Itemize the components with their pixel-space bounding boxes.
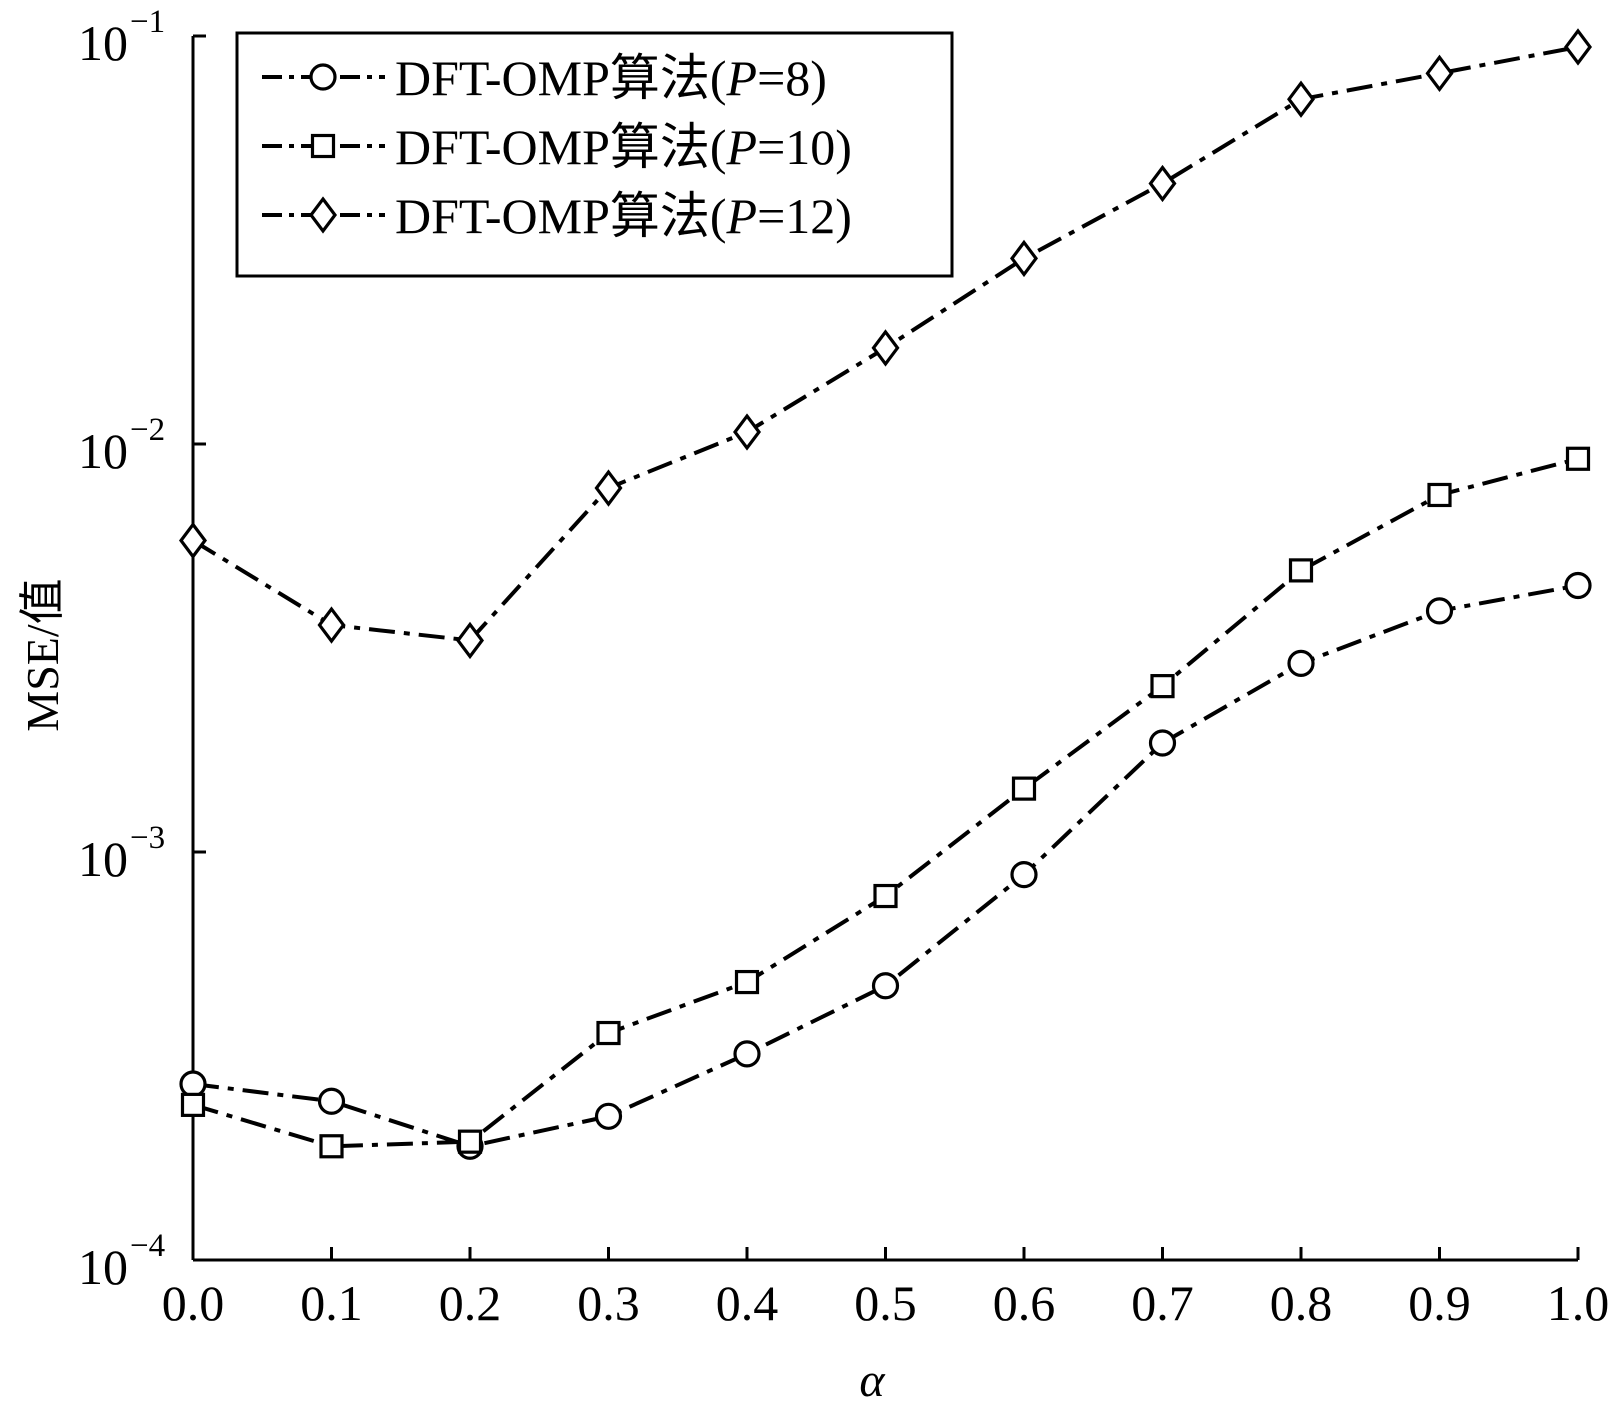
legend-label: DFT-OMP算法(P=8) [395, 50, 827, 106]
y-axis-label: MSE/值 [17, 578, 68, 731]
data-point-square [1427, 482, 1452, 508]
data-point-square [319, 1134, 344, 1159]
series-2 [180, 446, 1591, 1159]
legend: DFT-OMP算法(P=8) DFT-OMP算法(P=10) DFT-OMP算法(P… [235, 31, 954, 278]
data-point-circle [1564, 571, 1592, 600]
data-point-square [457, 1129, 483, 1154]
x-tick-label: 1.0 [1547, 1275, 1610, 1331]
data-point-square [873, 883, 898, 909]
data-point-circle [1148, 729, 1177, 757]
data-point-circle [733, 1040, 761, 1068]
data-point-diamond [317, 606, 346, 644]
y-tick-exponent: −1 [130, 4, 165, 40]
data-point-square [1565, 446, 1591, 471]
data-point-square [596, 1020, 621, 1046]
x-axis-label: α [859, 1354, 885, 1406]
x-tick-label: 0.9 [1408, 1275, 1471, 1331]
data-point-diamond [456, 621, 484, 660]
series-group [179, 28, 1592, 1160]
legend-marker-circle [309, 63, 337, 91]
data-point-diamond [179, 521, 207, 560]
data-point-square [734, 969, 760, 995]
data-point-circle [1287, 649, 1315, 677]
series-line [192, 583, 1579, 1149]
y-tick-label: 10 [78, 831, 128, 887]
data-point-diamond [1425, 54, 1454, 93]
x-tick-label: 0.8 [1270, 1275, 1333, 1331]
y-tick-label: 10 [78, 1239, 128, 1295]
data-point-diamond [1564, 28, 1592, 66]
data-point-circle [871, 972, 900, 1000]
y-tick-exponent: −2 [130, 412, 165, 448]
x-tick-label: 0.7 [1131, 1275, 1194, 1331]
legend-item-3: DFT-OMP算法(P=12) [262, 188, 852, 244]
legend-label: DFT-OMP算法(P=12) [395, 188, 852, 244]
series-3 [179, 28, 1592, 660]
data-point-diamond [594, 469, 623, 507]
data-point-diamond [733, 413, 761, 451]
data-point-square [180, 1092, 206, 1117]
y-tick-label: 10 [78, 15, 128, 71]
data-point-diamond [871, 329, 900, 367]
data-point-square [1150, 674, 1175, 699]
legend-box [235, 31, 954, 278]
data-point-square [1288, 558, 1314, 583]
x-tick-label: 0.2 [439, 1275, 502, 1331]
x-tick-label: 0.1 [300, 1275, 363, 1331]
x-tick-label: 0.3 [577, 1275, 640, 1331]
data-point-diamond [1010, 239, 1038, 278]
data-point-diamond [1148, 164, 1177, 203]
data-point-circle [1010, 861, 1038, 889]
data-point-square [1011, 776, 1037, 801]
data-point-circle [317, 1087, 346, 1115]
y-tick-exponent: −4 [130, 1228, 165, 1264]
data-point-diamond [1287, 80, 1315, 118]
legend-item-1: DFT-OMP算法(P=8) [262, 50, 827, 106]
legend-marker-square [310, 133, 336, 159]
legend-marker-diamond [309, 196, 337, 234]
data-point-circle [1425, 597, 1454, 625]
x-tick-label: 0.4 [716, 1275, 779, 1331]
x-tick-label: 0.0 [162, 1275, 225, 1331]
data-point-circle [594, 1102, 623, 1130]
y-tick-label: 10 [78, 423, 128, 479]
y-tick-exponent: −3 [130, 820, 165, 856]
x-tick-label: 0.6 [993, 1275, 1056, 1331]
legend-label: DFT-OMP算法(P=10) [395, 119, 852, 175]
x-tick-label: 0.5 [854, 1275, 917, 1331]
data-point-circle [179, 1070, 207, 1098]
legend-item-2: DFT-OMP算法(P=10) [262, 119, 852, 175]
axes: 0.0 0.1 0.2 0.3 0.4 0.5 0.6 0.7 0.8 0.9 1.010 −110−… [78, 4, 1609, 1331]
